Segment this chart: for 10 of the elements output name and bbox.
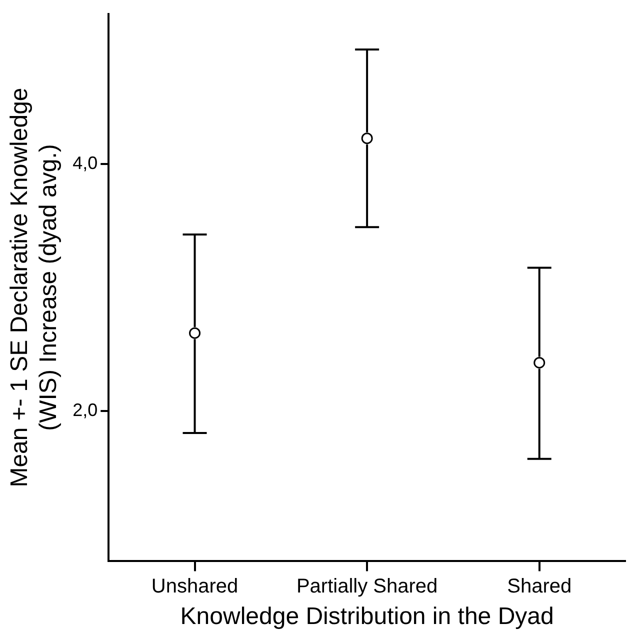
y-axis-title: Mean +- 1 SE Declarative Knowledge (WIS) Increase (dyad avg.) — [6, 88, 62, 488]
x-axis-title: Knowledge Distribution in the Dyad — [180, 603, 554, 630]
point — [361, 132, 373, 144]
y-tick-label: 4,0 — [72, 153, 98, 174]
point — [189, 327, 201, 339]
point — [534, 356, 546, 368]
y-tick-label: 2,0 — [72, 400, 98, 420]
x-tick-label: Partially Shared — [296, 576, 438, 598]
x-tick-label: Shared — [507, 576, 572, 598]
x-tick-label: Unshared — [151, 576, 238, 598]
